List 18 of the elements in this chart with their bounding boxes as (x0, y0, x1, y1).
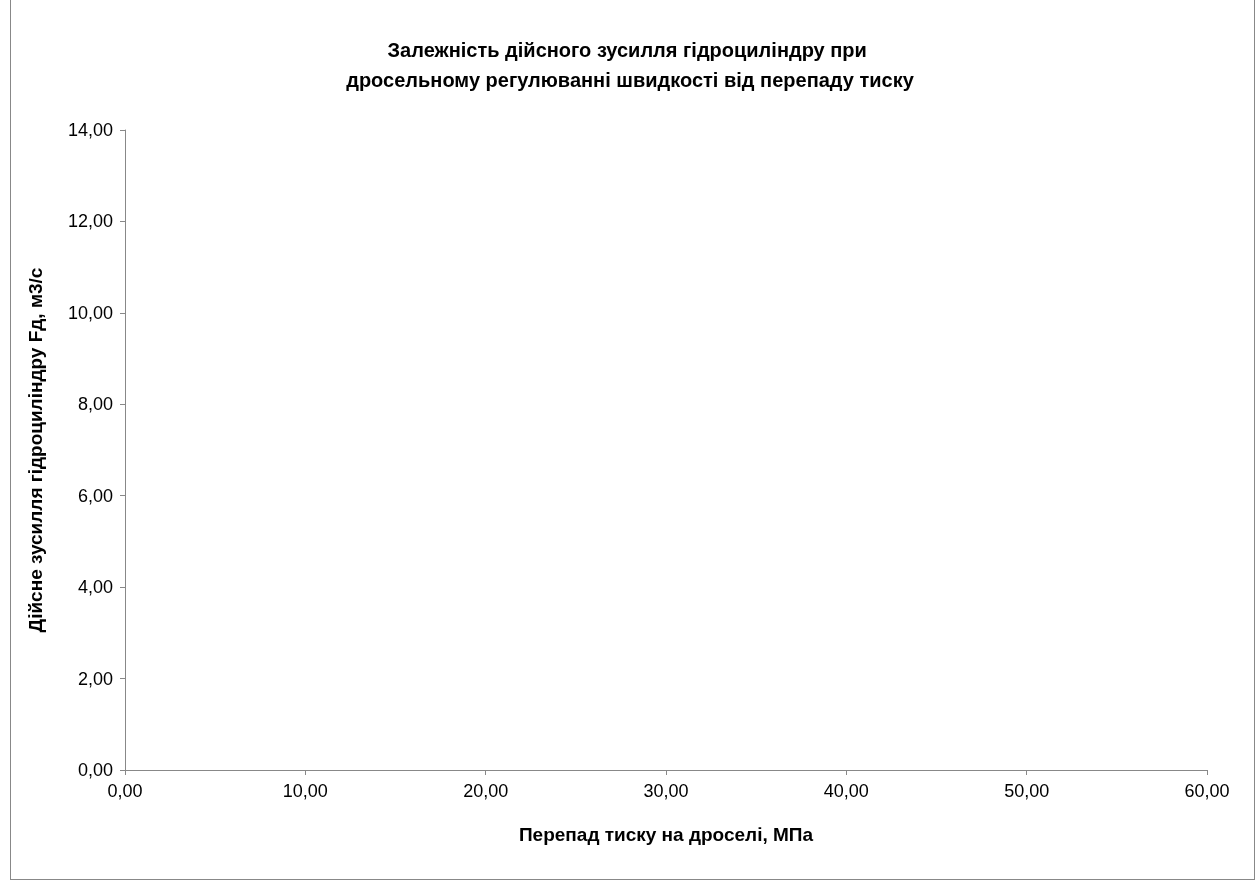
y-tick-label: 6,00 (77, 485, 113, 506)
y-tick-label: 2,00 (77, 668, 113, 689)
y-tick-label: 8,00 (77, 394, 113, 415)
x-tick-label: 30,00 (643, 781, 689, 801)
x-tick-label: 20,00 (463, 781, 509, 801)
x-tick-label: 0,00 (107, 781, 143, 801)
y-axis-title: Дійсне зусилля гідроциліндру Fд, м3/с (25, 267, 46, 633)
x-tick-label: 40,00 (823, 781, 869, 801)
x-tick-label: 50,00 (1004, 781, 1050, 801)
x-axis-title: Перепад тиску на дроселі, МПа (518, 824, 814, 845)
y-tick-label: 10,00 (67, 302, 113, 323)
x-tick-label: 60,00 (1184, 781, 1230, 801)
y-tick-label: 14,00 (67, 120, 113, 140)
chart-title: Залежність дійсного зусилля гідроциліндру при дросельному регулюванні швидкості від перепаду тиску (346, 39, 915, 91)
x-tick-label: 10,00 (282, 781, 328, 801)
y-tick-label: 12,00 (67, 211, 113, 232)
y-tick-label: 0,00 (77, 760, 113, 780)
y-tick-label: 4,00 (77, 577, 113, 598)
